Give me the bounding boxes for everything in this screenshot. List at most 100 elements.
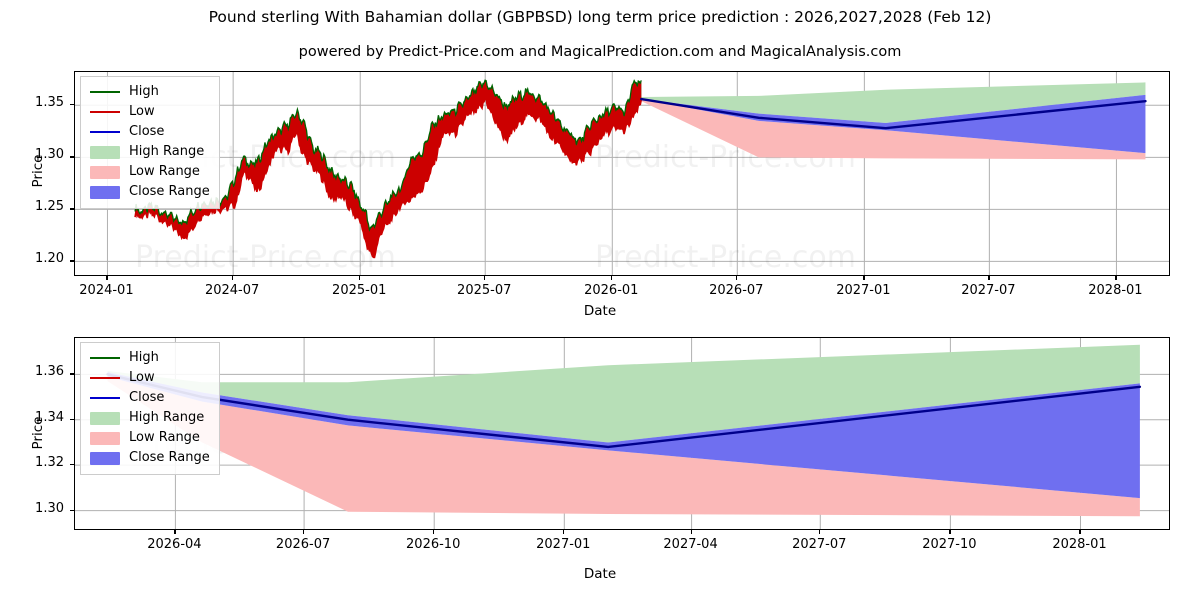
top-chart-y-tickmark [70,208,74,210]
top-chart-x-tickmark [736,276,738,280]
bottom-chart-y-tick-label: 1.34 [35,409,64,425]
bottom-chart-x-tickmark [1079,530,1081,534]
top-chart-legend-swatch-high-range-icon [90,146,120,159]
bottom-chart-legend-item-low: Low [90,368,210,388]
bottom-chart-x-tickmark [174,530,176,534]
bottom-chart-x-tick-label: 2026-07 [275,537,331,552]
bottom-chart-legend-label: Close Range [129,450,210,465]
top-chart-close-line [640,97,1147,130]
bottom-chart-legend-item-high-range: High Range [90,408,210,428]
top-chart-legend-item-low: Low [90,102,210,122]
bottom-chart-x-tick-label: 2027-10 [922,537,977,552]
top-chart-legend: High Low Close High Range Low Range Close Ran… [80,76,220,209]
top-chart-x-tick-label: 2024-07 [204,283,260,298]
top-chart-x-tickmark [1115,276,1117,280]
svg-text:Predict-Price.com: Predict-Price.com [595,240,856,275]
top-chart-legend-label: High Range [129,144,205,159]
bottom-chart-legend-swatch-low-range-icon [90,432,120,445]
top-chart-x-tickmark [611,276,613,280]
bottom-chart-legend-swatch-low-icon [90,371,120,385]
top-chart-x-tick-label: 2025-07 [457,283,512,298]
bottom-chart-x-tick-label: 2026-04 [147,537,202,552]
top-chart-x-tick-label: 2028-01 [1088,283,1143,298]
top-chart-legend-item-close-range: Close Range [90,182,210,202]
bottom-chart-x-tickmark [433,530,435,534]
bottom-chart-legend-swatch-close-range-icon [90,452,120,465]
top-chart-x-tick-label: 2025-01 [332,283,387,298]
top-chart-legend-label: Low Range [129,164,200,179]
bottom-chart-legend-label: Low [129,370,155,385]
top-chart-x-tickmark [863,276,865,280]
bottom-chart-legend: High Low Close High Range Low Range Close Ran… [80,342,220,475]
bottom-chart-x-tickmark [563,530,565,534]
top-chart-legend-swatch-high-icon [90,85,120,99]
top-chart-y-tick-label: 1.25 [35,199,64,215]
bottom-chart-y-tickmark [70,464,74,466]
top-chart-x-tick-label: 2027-07 [961,283,1016,298]
bottom-chart-y-tickmark [70,418,74,420]
bottom-chart-legend-label: High [129,350,159,365]
top-chart-x-tickmark [988,276,990,280]
figure-title: Pound sterling With Bahamian dollar (GBP… [208,8,992,26]
top-chart-x-axis-label: Date [583,303,617,319]
bottom-chart-x-tick-label: 2026-10 [406,537,461,552]
bottom-chart-low-range-band [107,376,1140,517]
top-chart-legend-label: Low [129,104,155,119]
top-chart-x-tick-label: 2024-01 [79,283,134,298]
top-chart-legend-swatch-close-icon [90,125,120,139]
bottom-chart-x-tick-label: 2027-07 [792,537,847,552]
top-chart-y-tick-label: 1.20 [35,251,64,267]
top-chart-legend-label: Close [129,124,165,139]
top-chart-legend-item-low-range: Low Range [90,162,210,182]
bottom-chart-x-tickmark [690,530,692,534]
bottom-chart-x-tick-label: 2027-04 [663,537,718,552]
top-chart-legend-swatch-low-range-icon [90,166,120,179]
figure-subtitle: powered by Predict-Price.com and Magical… [298,44,902,60]
top-chart-legend-item-high: High [90,82,210,102]
bottom-chart-high-range-band [107,344,1140,443]
bottom-chart-x-tickmark [949,530,951,534]
bottom-chart-x-axis-label: Date [583,566,617,582]
bottom-chart-x-tickmark [819,530,821,534]
svg-text:Predict-Price.com: Predict-Price.com [135,240,396,275]
top-chart-y-tick-label: 1.30 [35,147,64,163]
bottom-chart-y-tickmark [70,373,74,375]
top-chart-x-tick-label: 2027-01 [836,283,891,298]
top-chart-y-tickmark [70,104,74,106]
bottom-chart-y-tick-label: 1.32 [35,455,64,471]
bottom-chart-x-tickmark [303,530,305,534]
top-chart-y-tickmark [70,156,74,158]
bottom-chart-legend-label: High Range [129,410,205,425]
top-chart-low-range-band [641,99,1146,160]
top-chart-legend-label: High [129,84,159,99]
bottom-chart-legend-label: Close [129,390,165,405]
bottom-chart-legend-swatch-high-icon [90,351,120,365]
top-chart-legend-swatch-low-icon [90,105,120,119]
bottom-chart-legend-item-low-range: Low Range [90,428,210,448]
top-chart-x-tickmark [359,276,361,280]
bottom-chart-legend-item-high: High [90,348,210,368]
top-chart-legend-item-close: Close [90,122,210,142]
bottom-chart-legend-swatch-high-range-icon [90,412,120,425]
bottom-chart-close-range-band [107,372,1140,499]
top-chart-high-range-band [641,82,1146,123]
top-chart-legend-swatch-close-range-icon [90,186,120,199]
bottom-chart-legend-label: Low Range [129,430,200,445]
top-chart-legend-item-high-range: High Range [90,142,210,162]
top-chart-x-tickmark [232,276,234,280]
bottom-chart-legend-item-close: Close [90,388,210,408]
bottom-chart-y-tick-label: 1.36 [35,364,64,380]
bottom-chart-legend-item-close-range: Close Range [90,448,210,468]
bottom-chart-x-tick-label: 2027-01 [536,537,591,552]
top-chart-y-tick-label: 1.35 [35,95,64,111]
top-chart-x-tick-label: 2026-01 [584,283,639,298]
top-chart-x-tickmark [484,276,486,280]
bottom-chart-legend-swatch-close-icon [90,391,120,405]
bottom-chart-x-tick-label: 2028-01 [1052,537,1107,552]
bottom-chart-y-tick-label: 1.30 [35,500,64,516]
top-chart-close-range-band [641,94,1146,154]
top-chart-x-tick-label: 2026-07 [709,283,764,298]
